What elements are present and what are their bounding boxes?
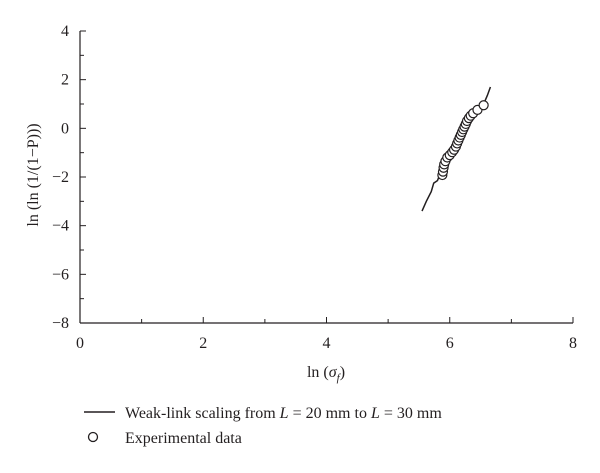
y-tick-label: −2 bbox=[52, 169, 69, 186]
x-tick-label: 4 bbox=[323, 335, 331, 352]
y-tick-label: 4 bbox=[61, 23, 69, 40]
x-label-subscript: f bbox=[337, 372, 342, 384]
x-label-sigma: σ bbox=[329, 364, 338, 381]
legend-marker-swatch bbox=[87, 431, 99, 443]
axes bbox=[79, 31, 573, 324]
y-tick-label: 0 bbox=[61, 120, 69, 137]
experimental-data-point bbox=[478, 100, 489, 111]
legend-line-label: Weak-link scaling from L = 20 mm to L = … bbox=[125, 405, 442, 422]
x-label-prefix: ln ( bbox=[307, 364, 329, 381]
ticks bbox=[79, 30, 574, 324]
x-axis-label: ln (σf) bbox=[307, 364, 345, 384]
legend-line-label-var2: L bbox=[370, 405, 380, 422]
tick-labels: 0 2 4 6 8 4 2 0 −2 −4 −6 −8 bbox=[52, 23, 577, 352]
legend: Weak-link scaling from L = 20 mm to L = … bbox=[84, 405, 442, 447]
y-tick-label: −6 bbox=[52, 266, 69, 283]
x-tick-label: 2 bbox=[199, 335, 207, 352]
legend-points-label: Experimental data bbox=[125, 430, 242, 447]
legend-line-label-var1: L bbox=[279, 405, 289, 422]
legend-line-label-prefix: Weak-link scaling from bbox=[125, 405, 280, 422]
y-tick-label: −4 bbox=[52, 218, 69, 235]
plot-area bbox=[421, 86, 492, 212]
y-tick-label: 2 bbox=[61, 72, 69, 89]
y-tick-label: −8 bbox=[52, 315, 69, 332]
x-tick-label: 6 bbox=[446, 335, 454, 352]
y-axis-label: ln (ln (1/(1−P))) bbox=[25, 123, 42, 226]
legend-line-label-mid2: = 30 mm bbox=[380, 405, 442, 422]
x-tick-label: 8 bbox=[569, 335, 577, 352]
x-tick-label: 0 bbox=[76, 335, 84, 352]
legend-line-label-mid1: = 20 mm to bbox=[289, 405, 371, 422]
x-label-suffix: ) bbox=[340, 364, 345, 381]
